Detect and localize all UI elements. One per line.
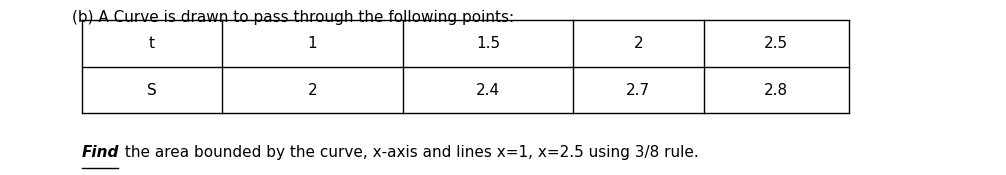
- Text: 2: 2: [634, 36, 643, 51]
- Text: S: S: [147, 83, 157, 98]
- Text: t: t: [149, 36, 155, 51]
- Text: 1.5: 1.5: [476, 36, 500, 51]
- Text: 1: 1: [308, 36, 317, 51]
- Text: 2.4: 2.4: [476, 83, 500, 98]
- Text: 2: 2: [308, 83, 317, 98]
- Text: (b) A Curve is drawn to pass through the following points:: (b) A Curve is drawn to pass through the…: [71, 10, 514, 25]
- Text: 2.7: 2.7: [627, 83, 651, 98]
- Text: 2.5: 2.5: [765, 36, 789, 51]
- Text: Find: Find: [81, 145, 119, 160]
- Text: the area bounded by the curve, x-axis and lines x=1, x=2.5 using 3/8 rule.: the area bounded by the curve, x-axis an…: [120, 145, 698, 160]
- Text: 2.8: 2.8: [765, 83, 789, 98]
